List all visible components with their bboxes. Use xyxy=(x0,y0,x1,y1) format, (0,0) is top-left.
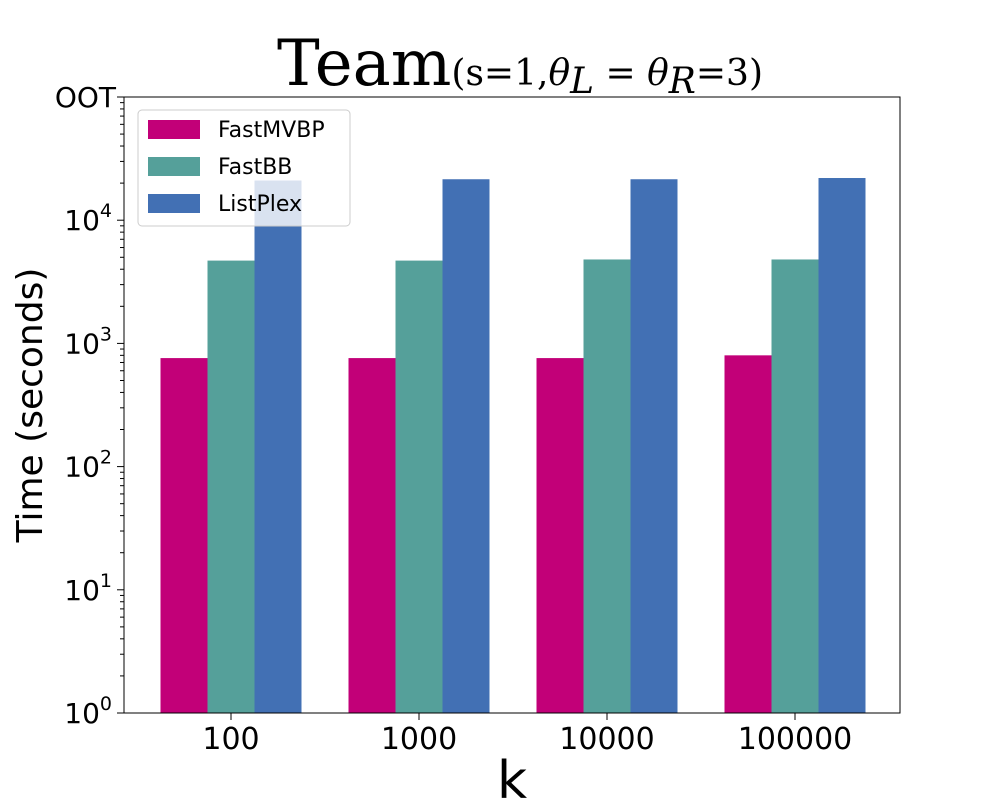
y-tick-label: 103 xyxy=(64,323,112,360)
y-axis-title: Time (seconds) xyxy=(10,268,51,544)
x-tick-label: 100 xyxy=(202,722,259,757)
legend-swatch-listplex xyxy=(148,194,200,213)
legend-swatch-fastbb xyxy=(148,157,200,176)
legend-label-fastmvbp: FastMVBP xyxy=(218,118,325,143)
bar-fastmvbp-100000 xyxy=(724,355,772,713)
bar-listplex-1000 xyxy=(442,179,490,713)
x-tick-label: 100000 xyxy=(738,722,853,757)
bar-fastbb-1000 xyxy=(395,260,443,713)
y-tick-label: 104 xyxy=(64,200,112,237)
legend-label-listplex: ListPlex xyxy=(218,192,302,217)
x-tick-label: 1000 xyxy=(381,722,457,757)
x-tick-label: 10000 xyxy=(559,722,654,757)
bar-listplex-100 xyxy=(254,180,302,714)
x-axis-title: k xyxy=(497,751,527,800)
bar-listplex-100000 xyxy=(818,178,866,713)
chart-title: Team(s=1,θL = θR=3) xyxy=(277,27,763,102)
plot-frame xyxy=(123,96,901,714)
legend: FastMVBP FastBB ListPlex xyxy=(137,109,351,227)
bar-fastbb-10000 xyxy=(583,259,631,713)
bar-fastmvbp-1000 xyxy=(348,358,396,713)
y-tick-label: 101 xyxy=(64,570,112,607)
x-axis-ticks: 100 1000 10000 100000 xyxy=(202,713,852,757)
legend-label-fastbb: FastBB xyxy=(218,155,292,180)
bar-listplex-10000 xyxy=(630,179,678,713)
bar-fastmvbp-100 xyxy=(160,358,208,713)
bar-fastmvbp-10000 xyxy=(536,358,584,713)
legend-swatch-fastmvbp xyxy=(148,120,200,139)
bar-fastbb-100 xyxy=(207,260,255,713)
bar-fastbb-100000 xyxy=(771,259,819,713)
y-tick-label: 100 xyxy=(64,693,112,730)
y-top-label: OOT xyxy=(55,81,117,114)
y-tick-label: 102 xyxy=(64,447,112,484)
bars-group xyxy=(160,178,866,714)
y-axis-ticks: 100 101 102 103 104 xyxy=(64,96,124,730)
